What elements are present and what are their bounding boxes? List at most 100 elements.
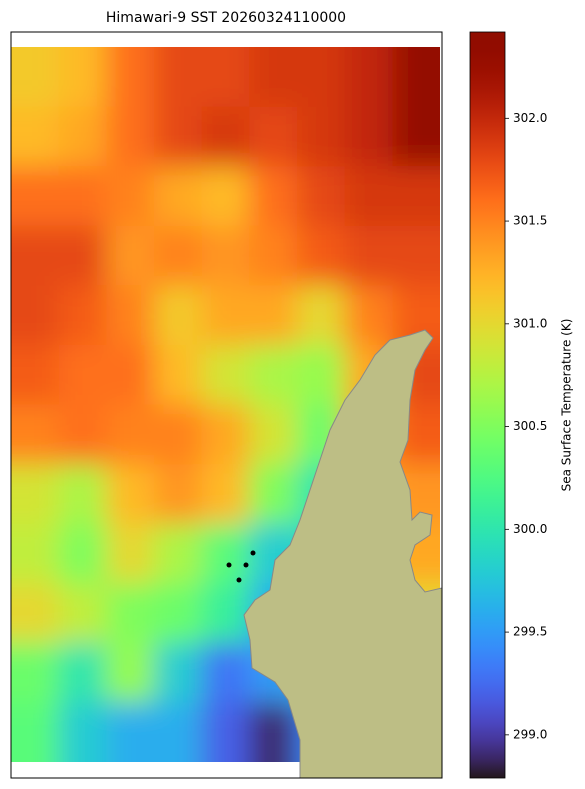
colorbar-tick-label: 299.5 — [513, 625, 547, 639]
colorbar-tick-label: 299.0 — [513, 727, 547, 741]
sst-cell — [154, 225, 203, 286]
sst-cell — [11, 285, 60, 346]
sst-cell — [344, 47, 393, 108]
sst-cell — [58, 166, 107, 227]
sst-cell — [201, 344, 250, 405]
sst-cell — [106, 344, 155, 405]
sst-cell — [58, 285, 107, 346]
sst-cell — [249, 702, 298, 762]
sst-cell — [106, 583, 155, 644]
sst-cell — [58, 583, 107, 644]
sst-field-clip — [11, 47, 440, 762]
sst-cell — [58, 642, 107, 703]
sst-cell — [106, 702, 155, 762]
sst-cell — [11, 404, 60, 465]
sst-cell — [154, 523, 203, 584]
sst-cell — [297, 285, 346, 346]
sst-cell — [106, 225, 155, 286]
sst-cell — [297, 166, 346, 227]
sst-cell — [154, 47, 203, 108]
sst-cell — [106, 106, 155, 167]
sst-cell — [11, 642, 60, 703]
sst-cell — [11, 47, 60, 108]
sst-cell — [249, 47, 298, 108]
sst-cell — [249, 225, 298, 286]
sst-cell — [201, 702, 250, 762]
sst-cell — [392, 47, 440, 108]
sst-cell — [106, 285, 155, 346]
sst-cell — [201, 106, 250, 167]
sst-cell — [297, 344, 346, 405]
chart-title: Himawari-9 SST 20260324110000 — [106, 10, 346, 26]
colorbar-tick-label: 302.0 — [513, 111, 547, 125]
sst-cell — [154, 166, 203, 227]
sst-cell — [297, 106, 346, 167]
colorbar-label: Sea Surface Temperature (K) — [560, 319, 574, 492]
station — [243, 562, 249, 568]
sst-cell — [58, 47, 107, 108]
sst-cell — [58, 702, 107, 762]
sst-cell — [392, 166, 440, 227]
sst-cell — [249, 166, 298, 227]
sst-cell — [201, 464, 250, 525]
sst-cell — [392, 225, 440, 286]
sst-cell — [297, 47, 346, 108]
sst-cell — [154, 106, 203, 167]
sst-cell — [58, 523, 107, 584]
colorbar-tick-label: 301.0 — [513, 316, 547, 330]
sst-cell — [249, 464, 298, 525]
sst-field — [11, 47, 440, 762]
colorbar-tick-label: 301.5 — [513, 214, 547, 228]
sst-cell — [392, 106, 440, 167]
sst-cell — [154, 583, 203, 644]
sst-cell — [297, 225, 346, 286]
sst-cell — [58, 404, 107, 465]
sst-cell — [106, 166, 155, 227]
sst-cell — [58, 225, 107, 286]
colorbar — [469, 31, 506, 779]
sst-cell — [106, 523, 155, 584]
station — [236, 577, 242, 583]
colorbar-tick-label: 300.5 — [513, 419, 547, 433]
sst-cell — [11, 225, 60, 286]
sst-cell — [201, 225, 250, 286]
sst-cell — [106, 464, 155, 525]
sst-cell — [201, 404, 250, 465]
sst-cell — [344, 225, 393, 286]
sst-cell — [106, 47, 155, 108]
sst-cell — [249, 404, 298, 465]
sst-cell — [11, 106, 60, 167]
sst-cell — [58, 106, 107, 167]
sst-cell — [249, 106, 298, 167]
sst-cell — [154, 464, 203, 525]
map-frame — [10, 31, 443, 779]
sst-cell — [11, 344, 60, 405]
sst-cell — [201, 285, 250, 346]
sst-cell — [249, 285, 298, 346]
sst-cell — [249, 344, 298, 405]
sst-cell — [11, 702, 60, 762]
sst-cell — [11, 523, 60, 584]
sst-cell — [154, 702, 203, 762]
sst-cell — [154, 344, 203, 405]
colorbar-tick-label: 300.0 — [513, 522, 547, 536]
sst-cell — [201, 583, 250, 644]
sst-cell — [11, 583, 60, 644]
sst-cell — [154, 404, 203, 465]
sst-cell — [344, 166, 393, 227]
sst-cell — [344, 106, 393, 167]
sst-cell — [201, 523, 250, 584]
land — [243, 329, 443, 779]
sst-cell — [106, 642, 155, 703]
sst-cell — [344, 285, 393, 346]
sst-cell — [11, 166, 60, 227]
sst-cell — [201, 47, 250, 108]
sst-cell — [154, 642, 203, 703]
sst-cell — [154, 285, 203, 346]
sst-cell — [58, 344, 107, 405]
sst-cell — [58, 464, 107, 525]
sst-cell — [201, 166, 250, 227]
station — [250, 550, 256, 556]
sst-cell — [11, 464, 60, 525]
